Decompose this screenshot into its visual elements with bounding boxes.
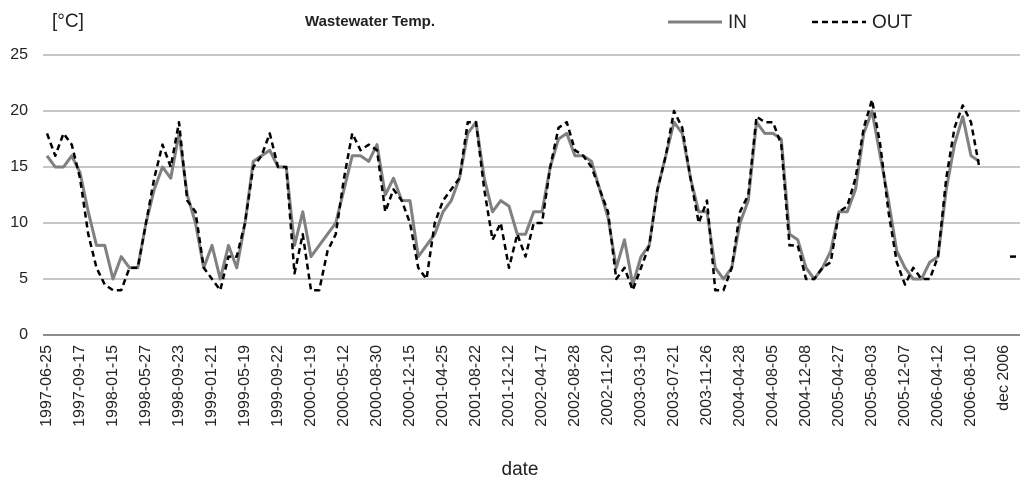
- legend-label: OUT: [872, 12, 913, 33]
- y-axis-label: [°C]: [52, 11, 84, 32]
- x-axis-label: date: [502, 459, 539, 480]
- y-tick-label: 10: [10, 214, 28, 231]
- x-tick-label: 2001-08-22: [467, 345, 484, 427]
- y-tick-label: 5: [19, 270, 28, 287]
- x-tick-label: 2003-03-19: [632, 345, 649, 427]
- x-tick-label: 1998-01-15: [104, 345, 121, 427]
- x-tick-label: 1999-09-22: [269, 345, 286, 427]
- series-line: [45, 98, 981, 292]
- x-tick-label: 2005-12-07: [896, 345, 913, 427]
- chart-title: Wastewater Temp.: [305, 13, 435, 30]
- x-tick-label: 2002-11-20: [599, 345, 616, 426]
- x-tick-label: 2005-04-27: [830, 345, 847, 427]
- x-tick-label: 2000-05-12: [335, 345, 352, 427]
- x-tick-label: 2006-08-10: [962, 345, 979, 427]
- x-tick-label: dec 2006: [995, 345, 1012, 411]
- x-tick-label: 1998-09-23: [170, 345, 187, 427]
- x-tick-label: 2003-11-26: [698, 345, 715, 426]
- x-tick-label: 2003-07-21: [665, 345, 682, 427]
- x-tick-label: 2001-12-12: [500, 345, 517, 427]
- x-tick-label: 2000-08-30: [368, 345, 385, 427]
- x-tick-label: 2002-04-17: [533, 345, 550, 427]
- x-tick-label: 2004-08-05: [764, 345, 781, 427]
- x-tick-label: 1997-09-17: [71, 345, 88, 427]
- x-tick-label: 2002-08-28: [566, 345, 583, 427]
- x-tick-label: 2000-12-15: [401, 345, 418, 427]
- x-tick-label: 2000-01-19: [302, 345, 319, 427]
- x-tick-label: 1998-05-27: [137, 345, 154, 427]
- x-tick-label: 2004-04-28: [731, 345, 748, 427]
- y-tick-label: 25: [10, 46, 28, 63]
- x-tick-label: 2006-04-12: [929, 345, 946, 427]
- x-tick-label: 1997-06-25: [38, 345, 55, 427]
- y-tick-label: 0: [19, 326, 28, 343]
- x-tick-label: 1999-05-19: [236, 345, 253, 427]
- series-line: [45, 109, 981, 287]
- x-tick-label: 1999-01-21: [203, 345, 220, 427]
- legend-label: IN: [728, 12, 747, 33]
- x-tick-label: 2001-04-25: [434, 345, 451, 427]
- x-tick-label: 2004-12-08: [797, 345, 814, 427]
- y-tick-label: 20: [10, 102, 28, 119]
- y-tick-label: 15: [10, 158, 28, 175]
- x-tick-label: 2005-08-03: [863, 345, 880, 427]
